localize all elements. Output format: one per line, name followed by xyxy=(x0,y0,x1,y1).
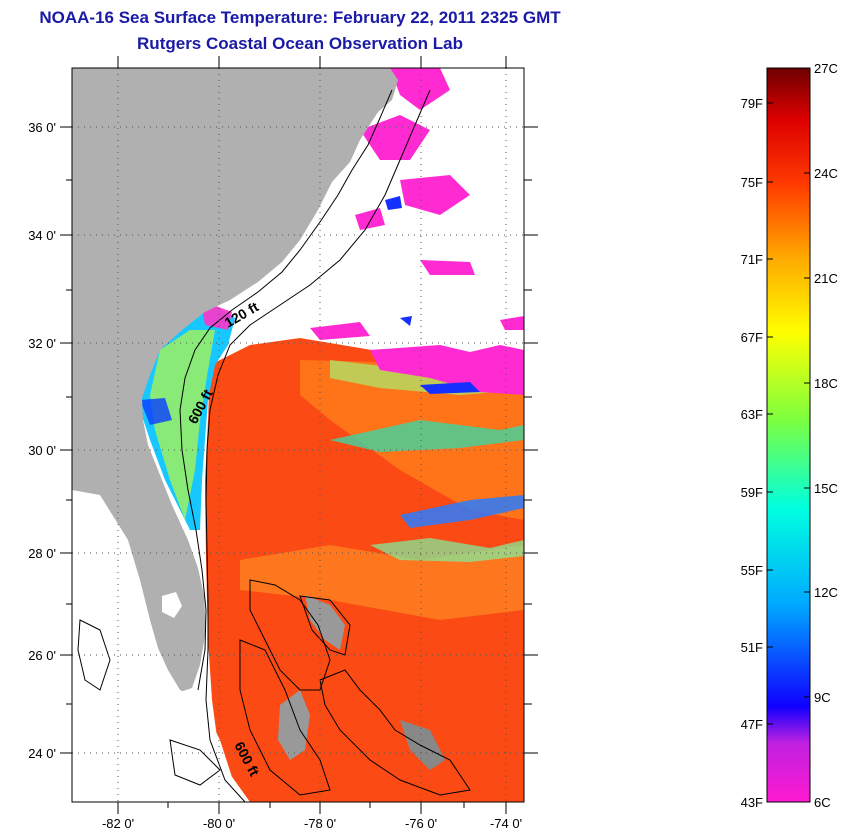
shelf-green xyxy=(150,330,215,520)
orange-band-south xyxy=(240,545,524,620)
fahrenheit-label: 71F xyxy=(741,252,763,267)
colorbar-ticks xyxy=(767,67,810,803)
celsius-label: 6C xyxy=(814,795,831,810)
celsius-label: 21C xyxy=(814,271,838,286)
pink-cloud-patches xyxy=(310,68,524,395)
lat-label: 28 0' xyxy=(28,546,56,561)
latitude-labels: 36 0' 34 0' 32 0' 30 0' 28 0' 26 0' 24 0… xyxy=(28,120,56,761)
map-area: 120 ft 600 ft 600 ft xyxy=(72,68,524,802)
lon-label: -74 0' xyxy=(490,816,522,831)
bathymetry-contours xyxy=(77,89,471,802)
fahrenheit-label: 79F xyxy=(741,96,763,111)
fahrenheit-label: 75F xyxy=(741,175,763,190)
lat-label: 34 0' xyxy=(28,228,56,243)
bahamas-islands xyxy=(400,720,445,770)
lon-label: -76 0' xyxy=(405,816,437,831)
lat-label: 24 0' xyxy=(28,746,56,761)
celsius-label: 9C xyxy=(814,690,831,705)
celsius-label: 18C xyxy=(814,376,838,391)
lake-okeechobee xyxy=(162,592,182,618)
colorbar-fahrenheit-labels: 79F 75F 71F 67F 63F 59F 55F 51F 47F 43F xyxy=(741,96,763,810)
lat-label: 26 0' xyxy=(28,648,56,663)
map-ticks xyxy=(60,56,538,814)
map-frame xyxy=(71,67,525,803)
shelf-blue xyxy=(140,398,172,425)
graticule xyxy=(72,68,524,802)
lat-label: 36 0' xyxy=(28,120,56,135)
fahrenheit-label: 59F xyxy=(741,485,763,500)
gulf-coast-white xyxy=(72,490,240,802)
celsius-label: 15C xyxy=(814,481,838,496)
fahrenheit-label: 63F xyxy=(741,407,763,422)
lat-label: 32 0' xyxy=(28,336,56,351)
fahrenheit-label: 43F xyxy=(741,795,763,810)
fahrenheit-label: 67F xyxy=(741,330,763,345)
land-us-southeast xyxy=(72,68,398,692)
lon-label: -78 0' xyxy=(304,816,336,831)
bahamas-abaco xyxy=(305,595,345,650)
lat-label: 30 0' xyxy=(28,443,56,458)
cool-filament-1 xyxy=(330,420,524,452)
map-subtitle: Rutgers Coastal Ocean Observation Lab xyxy=(137,34,463,53)
bahamas-andros xyxy=(278,690,310,760)
lon-label: -82 0' xyxy=(102,816,134,831)
cool-filament-2 xyxy=(400,495,524,528)
fahrenheit-label: 47F xyxy=(741,717,763,732)
celsius-label: 27C xyxy=(814,61,838,76)
fahrenheit-label: 51F xyxy=(741,640,763,655)
celsius-label: 24C xyxy=(814,166,838,181)
cool-filament-3 xyxy=(370,538,524,562)
colorbar xyxy=(766,67,811,803)
blue-cloud-edges xyxy=(385,196,480,394)
lon-label: -80 0' xyxy=(203,816,235,831)
fahrenheit-label: 55F xyxy=(741,563,763,578)
map-title: NOAA-16 Sea Surface Temperature: Februar… xyxy=(39,8,561,27)
colorbar-celsius-labels: 27C 24C 21C 18C 15C 12C 9C 6C xyxy=(814,61,838,810)
longitude-labels: -82 0' -80 0' -78 0' -76 0' -74 0' xyxy=(102,816,522,831)
celsius-label: 12C xyxy=(814,585,838,600)
